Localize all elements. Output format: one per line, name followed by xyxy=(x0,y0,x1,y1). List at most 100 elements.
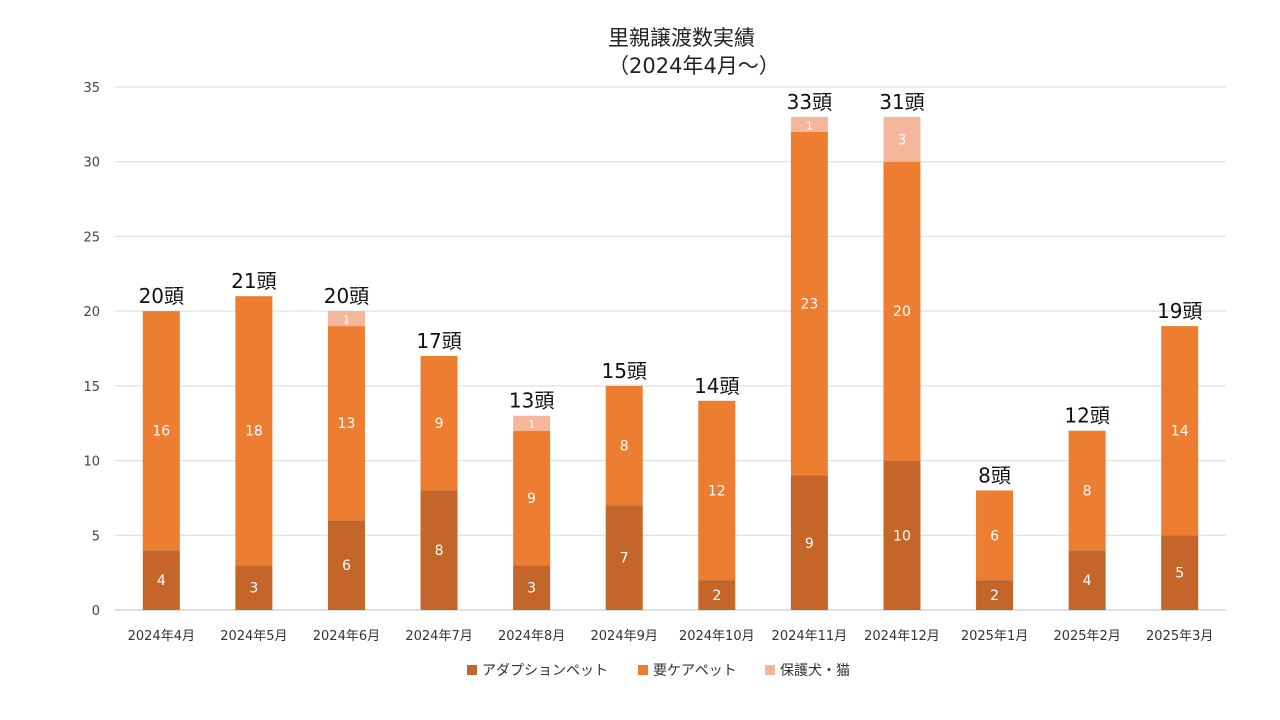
bar-segment xyxy=(976,490,1014,581)
x-tick-label: 2024年8月 xyxy=(498,629,565,644)
bar-segment xyxy=(883,161,921,461)
bar-segment xyxy=(1161,326,1199,536)
x-tick-label: 2024年6月 xyxy=(313,629,380,644)
bar-segment xyxy=(605,385,643,506)
bar-segment xyxy=(698,400,736,581)
bar-segment xyxy=(883,116,921,162)
bar-segment xyxy=(420,355,458,491)
bar-segment xyxy=(1068,430,1106,551)
bar-segment xyxy=(327,520,365,610)
legend-label: 要ケアペット xyxy=(653,663,737,679)
bar-segment xyxy=(513,430,551,566)
bars: 41620頭31821頭613120頭8917頭39113頭7815頭21214… xyxy=(139,90,1202,610)
bar-segment xyxy=(420,490,458,610)
legend-label: 保護犬・猫 xyxy=(780,663,850,679)
data-label: 8 xyxy=(1083,483,1092,499)
data-label: 8 xyxy=(435,543,444,559)
data-label: 5 xyxy=(1175,566,1184,582)
legend: アダプションペット 要ケアペット 保護犬・猫 xyxy=(467,663,850,679)
gridlines xyxy=(115,86,1226,611)
bar-segment xyxy=(1068,550,1106,610)
data-label: 2 xyxy=(990,588,999,604)
chart-title-line-1: 里親譲渡数実績 xyxy=(608,26,755,50)
bar-segment xyxy=(790,131,828,476)
x-tick-label: 2025年1月 xyxy=(961,629,1028,644)
bar-segment xyxy=(327,326,365,521)
y-tick-label: 20 xyxy=(83,305,100,320)
chart-title-line-2: （2024年4月～） xyxy=(608,54,780,78)
bar-segment xyxy=(790,116,828,132)
y-axis: 0 5 10 15 20 25 30 35 xyxy=(83,81,100,619)
legend-label: アダプションペット xyxy=(482,663,608,679)
y-tick-label: 15 xyxy=(83,380,100,395)
data-label: 1 xyxy=(343,314,350,327)
bar-segment xyxy=(327,311,365,327)
bar-segment xyxy=(883,460,921,610)
total-label: 12頭 xyxy=(1064,404,1109,428)
data-label: 12 xyxy=(708,483,726,499)
total-label: 8頭 xyxy=(978,463,1011,487)
bar-segment xyxy=(976,580,1014,610)
bar-segment xyxy=(142,311,180,551)
data-label: 13 xyxy=(338,416,356,432)
data-label: 23 xyxy=(800,297,818,313)
data-label: 16 xyxy=(152,424,170,440)
x-tick-label: 2025年3月 xyxy=(1146,629,1213,644)
bar-segment xyxy=(513,415,551,431)
data-label: 9 xyxy=(805,536,814,552)
title-background xyxy=(565,22,790,82)
data-label: 6 xyxy=(342,558,351,574)
bar-segment xyxy=(698,580,736,610)
data-label: 9 xyxy=(435,416,444,432)
bar-segment xyxy=(1161,535,1199,610)
x-tick-label: 2024年4月 xyxy=(128,629,195,644)
total-label: 15頭 xyxy=(601,359,646,383)
total-label: 19頭 xyxy=(1157,299,1202,323)
chart-title: 里親譲渡数実績 （2024年4月～） xyxy=(565,22,790,82)
data-label: 8 xyxy=(620,439,629,455)
total-label: 33頭 xyxy=(787,90,832,114)
data-label: 9 xyxy=(527,491,536,507)
x-tick-label: 2024年10月 xyxy=(679,629,755,644)
data-label: 20 xyxy=(893,304,911,320)
x-tick-label: 2024年11月 xyxy=(772,629,848,644)
data-label: 18 xyxy=(245,424,263,440)
total-label: 17頭 xyxy=(416,329,461,353)
y-tick-label: 30 xyxy=(83,156,100,171)
y-tick-label: 25 xyxy=(83,230,100,245)
data-label: 3 xyxy=(527,581,536,597)
data-label: 3 xyxy=(249,581,258,597)
x-tick-label: 2024年9月 xyxy=(591,629,658,644)
bar-segment xyxy=(235,296,273,566)
x-tick-label: 2024年5月 xyxy=(220,629,287,644)
x-tick-label: 2024年12月 xyxy=(864,629,940,644)
legend-swatch xyxy=(638,665,648,675)
legend-swatch xyxy=(765,665,775,675)
data-label: 1 xyxy=(806,119,813,132)
y-tick-label: 10 xyxy=(83,455,100,470)
x-tick-label: 2025年2月 xyxy=(1053,629,1120,644)
x-tick-label: 2024年7月 xyxy=(405,629,472,644)
data-label: 6 xyxy=(990,528,999,544)
bar-segment xyxy=(235,565,273,610)
bar-segment xyxy=(142,550,180,610)
y-tick-label: 5 xyxy=(92,529,100,544)
bar-segment xyxy=(605,505,643,610)
data-label: 10 xyxy=(893,528,911,544)
y-tick-label: 0 xyxy=(92,604,100,619)
bar-segment xyxy=(790,475,828,610)
legend-swatch xyxy=(467,665,477,675)
data-label: 4 xyxy=(1083,573,1092,589)
data-label: 4 xyxy=(157,573,166,589)
data-label: 14 xyxy=(1171,424,1189,440)
data-label: 1 xyxy=(528,418,535,431)
total-label: 31頭 xyxy=(879,90,924,114)
total-label: 20頭 xyxy=(324,284,369,308)
data-label: 3 xyxy=(897,132,906,148)
total-label: 14頭 xyxy=(694,374,739,398)
data-label: 7 xyxy=(620,551,629,567)
total-label: 20頭 xyxy=(139,284,184,308)
total-label: 13頭 xyxy=(509,389,554,413)
data-label: 2 xyxy=(712,588,721,604)
